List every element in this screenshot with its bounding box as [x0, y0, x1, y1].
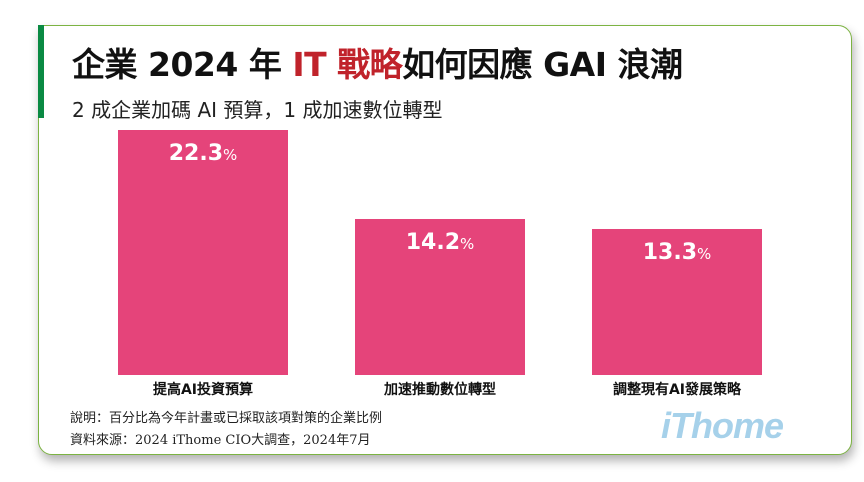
bar: [592, 228, 762, 375]
data-label: 13.3%: [592, 240, 762, 265]
data-label-unit: %: [697, 244, 712, 263]
data-label: 22.3%: [118, 141, 288, 166]
title-prefix: 企業 2024 年: [72, 45, 293, 84]
bar: [355, 218, 525, 375]
data-label-value: 22.3: [168, 141, 223, 166]
accent-bar: [38, 25, 44, 118]
data-label-value: 13.3: [642, 239, 697, 265]
chart-subtitle: 2 成企業加碼 AI 預算，1 成加速數位轉型: [72, 98, 443, 122]
footnote: 說明：百分比為今年計畫或已採取該項對策的企業比例: [70, 411, 383, 426]
ithome-logo: iThome: [661, 405, 784, 446]
source-note: 資料來源：2024 iThome CIO大調查，2024年7月: [70, 433, 371, 448]
category-label: 加速推動數位轉型: [384, 382, 496, 398]
data-label: 14.2%: [355, 230, 525, 255]
title-suffix: 如何因應 GAI 浪潮: [402, 45, 683, 84]
category-label: 提高AI投資預算: [152, 382, 254, 398]
data-label-value: 14.2: [405, 229, 460, 255]
data-label-unit: %: [223, 146, 238, 164]
category-label: 調整現有AI發展策略: [612, 382, 742, 398]
title-highlight: IT 戰略: [292, 45, 403, 84]
bar: [118, 130, 288, 375]
chart-title: 企業 2024 年 IT 戰略如何因應 GAI 浪潮: [72, 38, 683, 86]
data-label-unit: %: [460, 234, 475, 253]
